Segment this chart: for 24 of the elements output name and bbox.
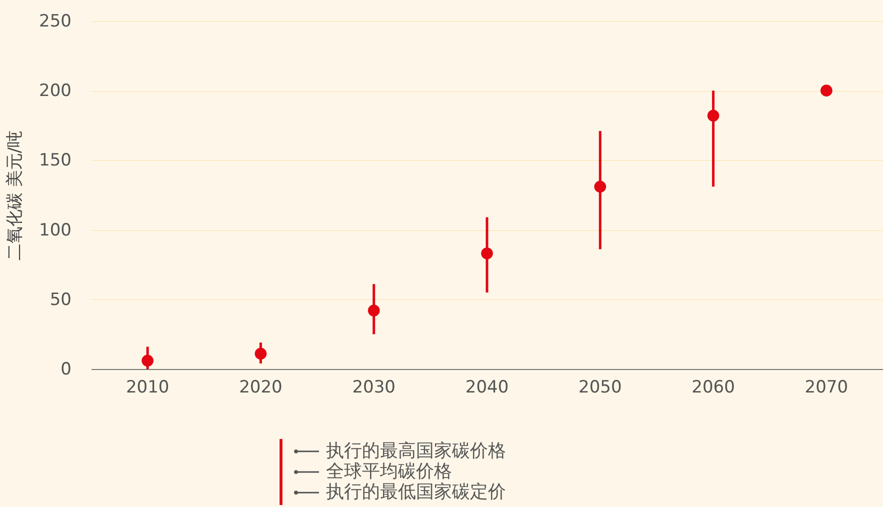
y-tick-label: 100 — [39, 220, 72, 240]
point — [820, 84, 832, 97]
y-tick-label: 50 — [50, 290, 72, 310]
y-axis-title: 二氧化碳 美元/吨 — [5, 130, 26, 261]
point — [368, 304, 380, 316]
text: 执行的最低国家碳定价 — [326, 482, 506, 503]
text: 执行的最高国家碳价格 — [326, 440, 506, 462]
point — [481, 248, 493, 260]
point — [142, 354, 154, 367]
x-tick-label: 2040 — [465, 378, 509, 398]
y-tick-label: 150 — [39, 150, 72, 171]
x-tick-label: 2010 — [126, 378, 170, 398]
y-tick-label: 250 — [39, 12, 72, 32]
x-tick-label: 2030 — [352, 378, 396, 398]
x-tick-label: 2070 — [804, 378, 848, 398]
x-tick-label: 2060 — [692, 378, 735, 398]
y-tick-label: 200 — [39, 81, 72, 102]
point — [254, 348, 267, 360]
x-tick-label: 2050 — [578, 378, 622, 398]
x-tick-label: 2020 — [239, 378, 282, 398]
y-tick-label: 0 — [60, 360, 72, 380]
point — [707, 110, 720, 122]
point — [594, 180, 606, 193]
text: 全球平均碳价格 — [326, 461, 452, 482]
